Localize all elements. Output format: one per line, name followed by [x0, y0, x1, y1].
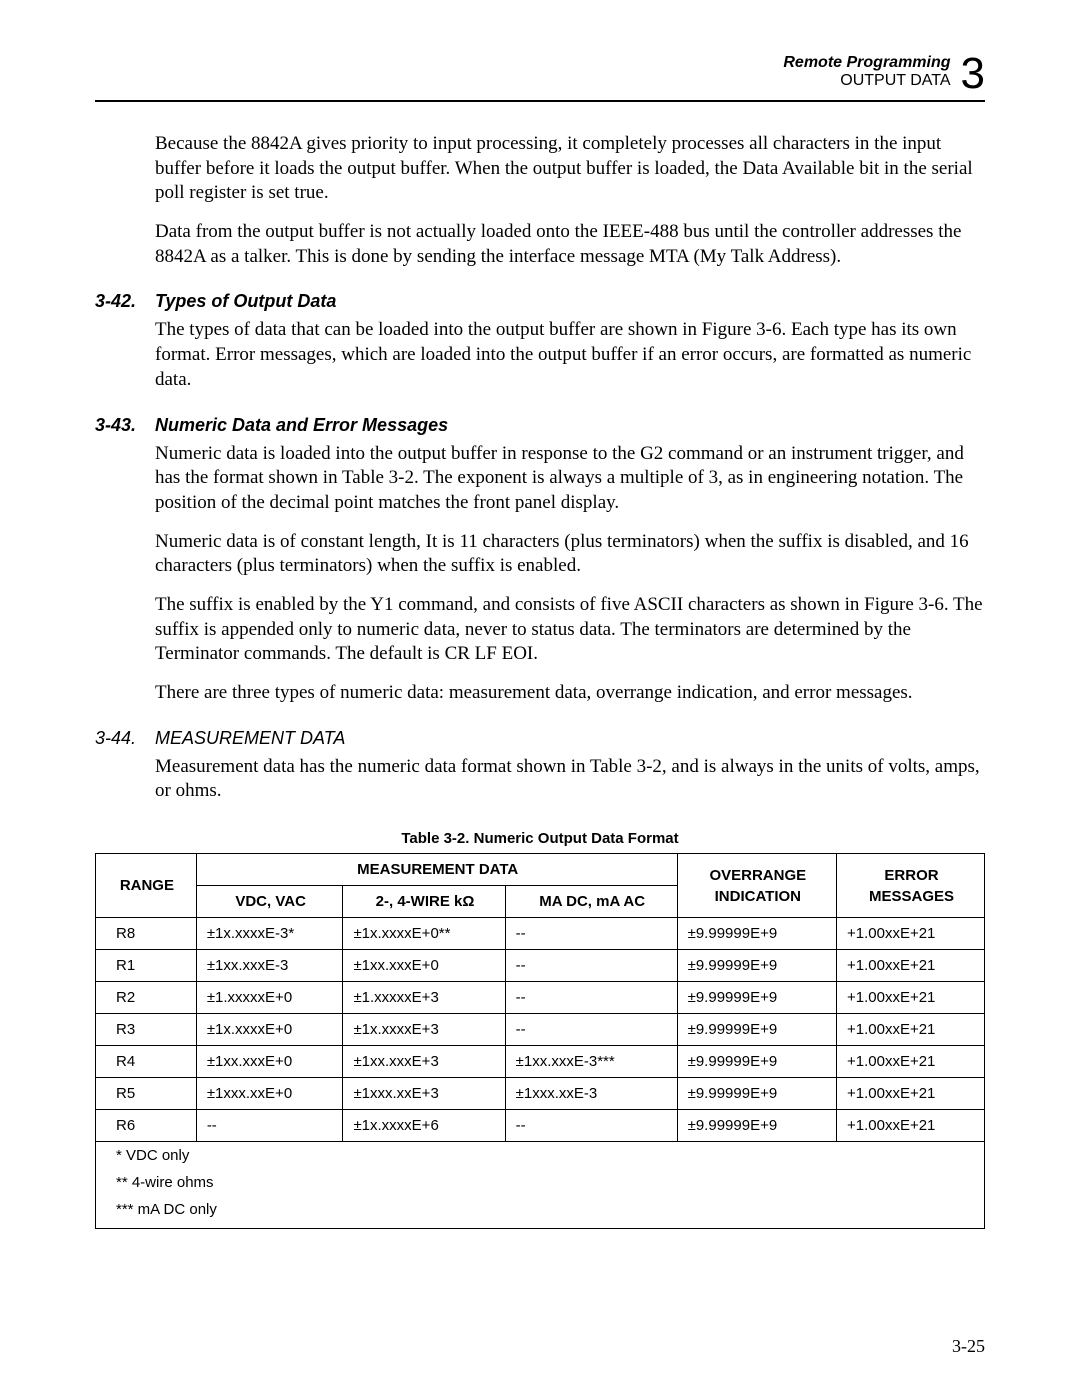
chapter-number: 3 — [961, 52, 985, 96]
cell: +1.00xxE+21 — [837, 1078, 985, 1110]
header-line1: Remote Programming — [783, 54, 950, 72]
header-line2: OUTPUT DATA — [783, 72, 950, 90]
sec343-p1: Numeric data is loaded into the output b… — [155, 442, 985, 516]
table-caption: Table 3-2. Numeric Output Data Format — [95, 830, 985, 847]
page: Remote Programming OUTPUT DATA 3 Because… — [0, 0, 1080, 1397]
th-measurement: MEASUREMENT DATA — [196, 854, 677, 886]
sec343-p4: There are three types of numeric data: m… — [155, 681, 985, 706]
sec343-p2: Numeric data is of constant length, It i… — [155, 530, 985, 579]
cell: ±1xx.xxxE+3 — [343, 1046, 505, 1078]
section-title: Numeric Data and Error Messages — [155, 415, 448, 435]
cell: ±1xxx.xxE-3 — [505, 1078, 677, 1110]
cell: ±9.99999E+9 — [677, 1046, 836, 1078]
intro-para-2: Data from the output buffer is not actua… — [155, 220, 985, 269]
cell: +1.00xxE+21 — [837, 1046, 985, 1078]
cell-range: R2 — [96, 982, 197, 1014]
cell: ±1xx.xxxE-3 — [196, 950, 343, 982]
section-number: 3-42. — [95, 291, 155, 312]
table-row: R8±1x.xxxxE-3*±1x.xxxxE+0**--±9.99999E+9… — [96, 918, 985, 950]
th-madc: MA DC, mA AC — [505, 886, 677, 918]
cell: ±1x.xxxxE+0** — [343, 918, 505, 950]
cell: ±1.xxxxxE+0 — [196, 982, 343, 1014]
footnote-2: ** 4-wire ohms — [96, 1169, 985, 1196]
table-body: R8±1x.xxxxE-3*±1x.xxxxE+0**--±9.99999E+9… — [96, 918, 985, 1229]
cell: ±1xx.xxxE-3*** — [505, 1046, 677, 1078]
cell: ±9.99999E+9 — [677, 1078, 836, 1110]
cell-range: R1 — [96, 950, 197, 982]
cell-range: R6 — [96, 1110, 197, 1142]
cell: -- — [196, 1110, 343, 1142]
cell: ±9.99999E+9 — [677, 950, 836, 982]
table-row: R1±1xx.xxxE-3±1xx.xxxE+0--±9.99999E+9+1.… — [96, 950, 985, 982]
table-row: R4±1xx.xxxE+0±1xx.xxxE+3±1xx.xxxE-3***±9… — [96, 1046, 985, 1078]
cell: ±1xx.xxxE+0 — [343, 950, 505, 982]
section-3-43-heading: 3-43.Numeric Data and Error Messages — [95, 415, 985, 436]
th-error-1: ERROR — [884, 867, 938, 884]
cell-range: R8 — [96, 918, 197, 950]
cell: ±9.99999E+9 — [677, 1014, 836, 1046]
section-number: 3-43. — [95, 415, 155, 436]
footnote-row: *** mA DC only — [96, 1196, 985, 1229]
th-error: ERROR MESSAGES — [837, 854, 985, 918]
cell-range: R4 — [96, 1046, 197, 1078]
cell-range: R5 — [96, 1078, 197, 1110]
cell: ±1x.xxxxE+0 — [196, 1014, 343, 1046]
section-3-42-heading: 3-42.Types of Output Data — [95, 291, 985, 312]
footnote-1: * VDC only — [96, 1142, 985, 1170]
cell: ±9.99999E+9 — [677, 982, 836, 1014]
section-number: 3-44. — [95, 728, 155, 749]
cell: ±1.xxxxxE+3 — [343, 982, 505, 1014]
cell: -- — [505, 950, 677, 982]
table-row: R3±1x.xxxxE+0±1x.xxxxE+3--±9.99999E+9+1.… — [96, 1014, 985, 1046]
cell: +1.00xxE+21 — [837, 982, 985, 1014]
cell: +1.00xxE+21 — [837, 950, 985, 982]
cell: ±1x.xxxxE+3 — [343, 1014, 505, 1046]
cell: ±1x.xxxxE+6 — [343, 1110, 505, 1142]
cell: ±1xxx.xxE+3 — [343, 1078, 505, 1110]
content: Because the 8842A gives priority to inpu… — [95, 132, 985, 1229]
sec342-p1: The types of data that can be loaded int… — [155, 318, 985, 392]
footnote-3: *** mA DC only — [96, 1196, 985, 1229]
section-title: Types of Output Data — [155, 291, 336, 311]
cell: +1.00xxE+21 — [837, 1110, 985, 1142]
cell: -- — [505, 1014, 677, 1046]
sec343-p3: The suffix is enabled by the Y1 command,… — [155, 593, 985, 667]
section-3-44-heading: 3-44.MEASUREMENT DATA — [95, 728, 985, 749]
cell: -- — [505, 982, 677, 1014]
cell-range: R3 — [96, 1014, 197, 1046]
cell: ±9.99999E+9 — [677, 1110, 836, 1142]
cell: ±1xx.xxxE+0 — [196, 1046, 343, 1078]
th-vdc: VDC, VAC — [196, 886, 343, 918]
th-error-2: MESSAGES — [869, 888, 954, 905]
table-row: R2±1.xxxxxE+0±1.xxxxxE+3--±9.99999E+9+1.… — [96, 982, 985, 1014]
cell: ±1xxx.xxE+0 — [196, 1078, 343, 1110]
th-overrange: OVERRANGE INDICATION — [677, 854, 836, 918]
table-row: R6--±1x.xxxxE+6--±9.99999E+9+1.00xxE+21 — [96, 1110, 985, 1142]
th-wire: 2-, 4-WIRE kΩ — [343, 886, 505, 918]
th-overrange-1: OVERRANGE — [709, 867, 806, 884]
th-overrange-2: INDICATION — [715, 888, 801, 905]
cell: +1.00xxE+21 — [837, 918, 985, 950]
sec344-p1: Measurement data has the numeric data fo… — [155, 755, 985, 804]
table-row: R5±1xxx.xxE+0±1xxx.xxE+3±1xxx.xxE-3±9.99… — [96, 1078, 985, 1110]
cell: ±1x.xxxxE-3* — [196, 918, 343, 950]
page-number: 3-25 — [952, 1336, 985, 1357]
intro-para-1: Because the 8842A gives priority to inpu… — [155, 132, 985, 206]
header-text: Remote Programming OUTPUT DATA — [783, 54, 950, 91]
cell: +1.00xxE+21 — [837, 1014, 985, 1046]
footnote-row: ** 4-wire ohms — [96, 1169, 985, 1196]
cell: -- — [505, 1110, 677, 1142]
cell: -- — [505, 918, 677, 950]
numeric-output-table: RANGE MEASUREMENT DATA OVERRANGE INDICAT… — [95, 853, 985, 1229]
table-header-row-1: RANGE MEASUREMENT DATA OVERRANGE INDICAT… — [96, 854, 985, 886]
section-title: MEASUREMENT DATA — [155, 728, 345, 748]
cell: ±9.99999E+9 — [677, 918, 836, 950]
th-range: RANGE — [96, 854, 197, 918]
footnote-row: * VDC only — [96, 1142, 985, 1170]
running-header: Remote Programming OUTPUT DATA 3 — [95, 50, 985, 102]
